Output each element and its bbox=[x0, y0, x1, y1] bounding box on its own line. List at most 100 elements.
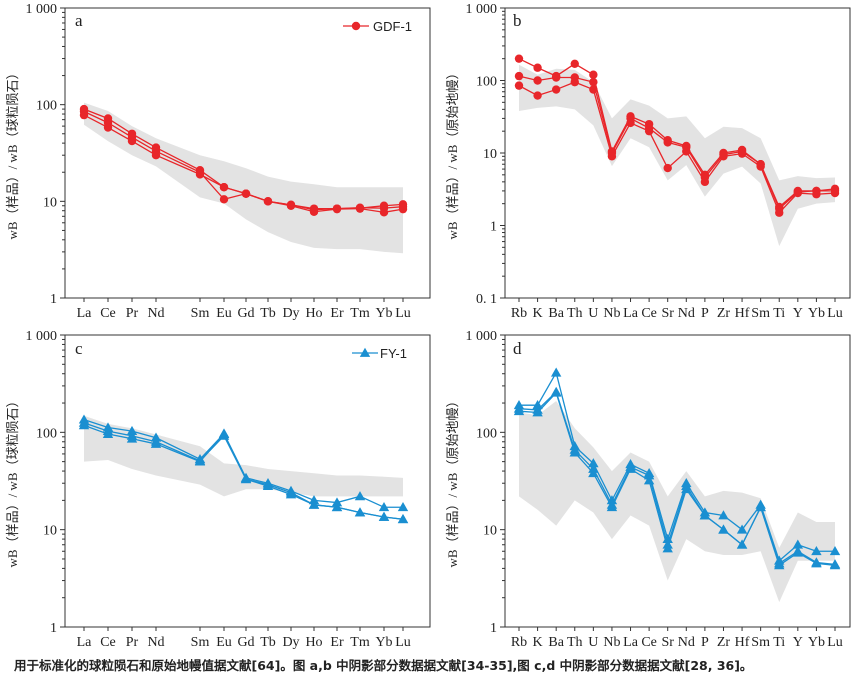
data-point bbox=[569, 447, 580, 457]
x-tick-label: Ba bbox=[548, 635, 564, 650]
x-tick-label: Y bbox=[793, 306, 803, 321]
x-tick-label: Rb bbox=[511, 306, 527, 321]
data-point bbox=[532, 407, 543, 417]
data-point bbox=[792, 539, 804, 549]
legend-label: GDF-1 bbox=[373, 19, 412, 34]
data-point bbox=[589, 70, 598, 79]
x-tick-label: Lu bbox=[395, 635, 411, 650]
x-tick-label: Zr bbox=[717, 306, 731, 321]
data-point bbox=[756, 162, 765, 171]
data-point bbox=[588, 468, 599, 478]
x-tick-label: Yb bbox=[808, 635, 825, 650]
x-tick-label: K bbox=[533, 635, 543, 650]
data-point bbox=[102, 428, 114, 438]
data-point bbox=[151, 151, 161, 160]
data-point bbox=[793, 188, 803, 198]
y-tick-label: 1 000 bbox=[466, 2, 498, 17]
y-tick-label: 10 bbox=[43, 195, 57, 210]
data-point bbox=[550, 367, 562, 377]
data-point bbox=[736, 524, 748, 534]
y-tick-label: 10 bbox=[483, 524, 497, 539]
data-point bbox=[354, 491, 366, 501]
x-tick-label: Sm bbox=[191, 306, 210, 321]
data-point bbox=[219, 195, 229, 204]
x-tick-label: Nd bbox=[678, 306, 695, 321]
x-tick-label: Ba bbox=[548, 306, 564, 321]
data-point bbox=[662, 543, 673, 553]
data-point bbox=[570, 59, 579, 68]
data-point bbox=[607, 152, 617, 161]
y-axis-label: wB（样品）/ wB（球粒陨石） bbox=[5, 395, 20, 568]
data-point bbox=[355, 204, 365, 213]
data-point bbox=[551, 85, 561, 94]
x-tick-label: P bbox=[701, 306, 709, 321]
data-series bbox=[514, 77, 840, 217]
y-tick-label: 100 bbox=[476, 75, 497, 90]
chart-panel-d: 1 10 100 1 000 Rb K Ba Th U Nb La Ce Sr Nd P Zr Hf Sm Ti Y Y… bbox=[445, 329, 851, 650]
data-point bbox=[263, 197, 273, 206]
shaded-range bbox=[519, 64, 835, 247]
data-point bbox=[829, 560, 841, 570]
x-tick-label: Sm bbox=[751, 635, 770, 650]
data-point bbox=[126, 425, 138, 435]
x-tick-label: Dy bbox=[282, 306, 299, 321]
x-tick-label: Nd bbox=[147, 635, 164, 650]
panel-letter: a bbox=[75, 11, 83, 30]
data-point bbox=[533, 91, 542, 100]
data-point bbox=[682, 147, 691, 156]
data-point bbox=[589, 77, 598, 87]
x-tick-label: Eu bbox=[216, 306, 232, 321]
y-tick-label: 100 bbox=[36, 426, 57, 441]
y-tick-label: 1 bbox=[50, 621, 57, 636]
legend-marker bbox=[351, 21, 361, 31]
data-point bbox=[718, 510, 729, 520]
x-tick-label: Er bbox=[330, 306, 344, 321]
data-point bbox=[397, 514, 409, 524]
x-tick-label: La bbox=[77, 635, 93, 650]
y-tick-label: 100 bbox=[36, 99, 57, 114]
data-point bbox=[643, 470, 655, 480]
shaded-range bbox=[84, 415, 403, 497]
x-tick-label: Tb bbox=[260, 306, 276, 321]
data-point bbox=[533, 76, 542, 85]
data-point bbox=[331, 497, 343, 507]
figure-caption: 用于标准化的球粒陨石和原始地幔值据文献[64]。图 a,b 中阴影部分数据据文献… bbox=[14, 658, 753, 673]
data-series bbox=[78, 420, 409, 524]
x-tick-label: Y bbox=[793, 635, 803, 650]
data-point bbox=[262, 480, 274, 491]
legend-marker bbox=[359, 347, 371, 357]
legend: FY-1 bbox=[352, 346, 407, 361]
x-tick-label: Pr bbox=[126, 635, 139, 650]
legend: GDF-1 bbox=[343, 19, 412, 34]
y-axis-label: wB（样品）/ wB（原始地幔） bbox=[445, 67, 460, 240]
x-tick-label: Ti bbox=[773, 306, 785, 321]
x-tick-label: Yb bbox=[808, 306, 825, 321]
data-point bbox=[354, 507, 366, 517]
x-tick-label: Eu bbox=[216, 635, 232, 650]
y-tick-label: 1 bbox=[50, 292, 57, 307]
x-tick-label: U bbox=[588, 306, 598, 321]
panel-letter: c bbox=[75, 339, 83, 358]
plot-frame bbox=[64, 7, 431, 299]
data-point bbox=[309, 207, 319, 216]
data-point bbox=[719, 152, 728, 161]
data-point bbox=[811, 546, 822, 556]
data-point bbox=[378, 511, 390, 521]
x-tick-label: Zr bbox=[717, 635, 731, 650]
data-point bbox=[194, 456, 206, 466]
shaded-range bbox=[519, 400, 835, 603]
data-point bbox=[397, 502, 409, 512]
data-point bbox=[218, 428, 230, 438]
x-tick-label: Lu bbox=[395, 306, 411, 321]
data-point bbox=[79, 110, 89, 120]
series-line bbox=[518, 391, 836, 567]
x-tick-label: Ce bbox=[100, 635, 116, 650]
data-point bbox=[551, 73, 561, 82]
data-series bbox=[513, 387, 841, 570]
data-point bbox=[606, 502, 618, 512]
data-point bbox=[718, 524, 729, 534]
data-point bbox=[588, 458, 599, 468]
x-tick-label: Rb bbox=[511, 635, 527, 650]
data-point bbox=[533, 63, 542, 72]
x-tick-label: Er bbox=[330, 635, 344, 650]
